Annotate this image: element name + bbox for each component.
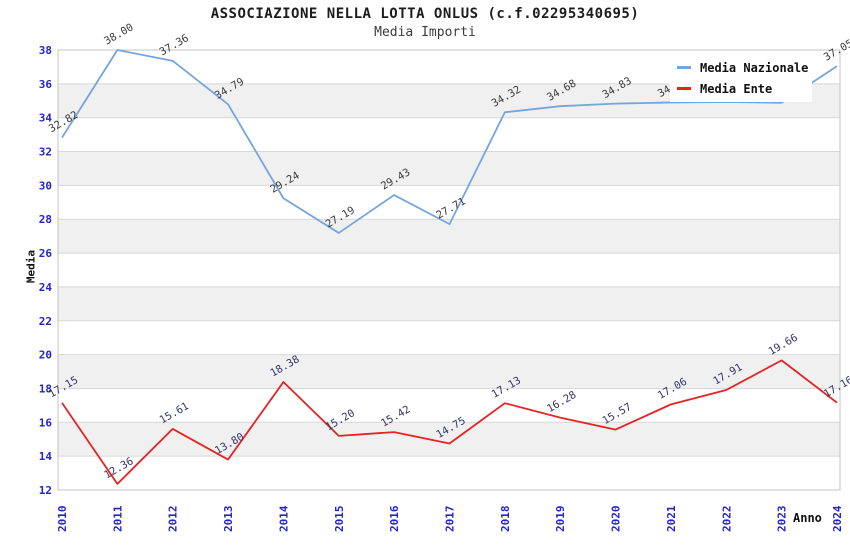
y-tick-label: 16 bbox=[39, 416, 53, 429]
plot-border bbox=[57, 49, 841, 491]
y-tick-label: 12 bbox=[39, 484, 52, 497]
y-tick-label: 26 bbox=[39, 247, 53, 260]
series-media-ente-swatch bbox=[677, 87, 691, 90]
point-label-media-ente: 16.28 bbox=[545, 389, 578, 415]
x-tick-label: 2023 bbox=[776, 506, 789, 533]
x-tick-label: 2020 bbox=[610, 506, 623, 533]
legend-item-media-nazionale: Media Nazionale bbox=[677, 61, 812, 75]
point-label-media-nazionale: 37.36 bbox=[158, 32, 191, 58]
chart-subtitle: Media Importi bbox=[374, 25, 476, 40]
y-axis-title: Media bbox=[24, 249, 38, 284]
y-tick-label: 22 bbox=[39, 315, 52, 328]
y-tick-label: 32 bbox=[39, 146, 52, 159]
x-tick-label: 2015 bbox=[333, 506, 346, 533]
x-tick-label: 2024 bbox=[831, 505, 844, 532]
x-tick-label: 2017 bbox=[444, 506, 457, 533]
legend-label-media-nazionale: Media Nazionale bbox=[700, 60, 809, 75]
y-tick-label: 30 bbox=[39, 179, 52, 192]
x-tick-label: 2011 bbox=[111, 505, 124, 532]
y-tick-label: 28 bbox=[39, 213, 52, 226]
series-media-nazionale-swatch bbox=[677, 66, 691, 69]
point-label-media-ente: 19.66 bbox=[766, 332, 799, 358]
point-label-media-nazionale: 37.05 bbox=[822, 37, 850, 63]
grid-band bbox=[58, 151, 840, 186]
y-tick-label: 38 bbox=[39, 44, 52, 57]
x-tick-label: 2013 bbox=[222, 506, 235, 533]
point-label-media-nazionale: 27.71 bbox=[434, 195, 467, 221]
point-label-media-nazionale: 38.00 bbox=[102, 21, 135, 47]
x-tick-label: 2021 bbox=[665, 505, 678, 532]
grid-band bbox=[58, 286, 840, 321]
x-tick-label: 2019 bbox=[554, 506, 567, 533]
x-tick-label: 2014 bbox=[277, 505, 290, 532]
x-tick-label: 2022 bbox=[720, 506, 733, 533]
y-tick-label: 36 bbox=[39, 78, 53, 91]
legend-item-media-ente: Media Ente bbox=[677, 82, 812, 96]
x-tick-label: 2016 bbox=[388, 505, 401, 532]
x-tick-label: 2012 bbox=[167, 506, 180, 533]
legend: Media Nazionale Media Ente bbox=[670, 54, 812, 102]
y-tick-label: 20 bbox=[39, 349, 52, 362]
chart-title: ASSOCIAZIONE NELLA LOTTA ONLUS (c.f.0229… bbox=[210, 6, 640, 22]
y-tick-label: 34 bbox=[39, 112, 53, 125]
x-tick-label: 2010 bbox=[56, 506, 69, 533]
legend-label-media-ente: Media Ente bbox=[700, 81, 773, 96]
point-label-media-ente: 12.36 bbox=[102, 455, 135, 481]
x-tick-label: 2018 bbox=[499, 505, 512, 532]
grid-band bbox=[58, 354, 840, 389]
x-axis-title: Anno bbox=[793, 511, 822, 525]
y-tick-label: 24 bbox=[39, 281, 53, 294]
series-line-media-ente bbox=[61, 359, 838, 485]
grid-band bbox=[58, 422, 840, 457]
y-tick-label: 18 bbox=[39, 382, 52, 395]
series-line-media-nazionale bbox=[61, 49, 838, 234]
y-tick-label: 14 bbox=[39, 450, 53, 463]
